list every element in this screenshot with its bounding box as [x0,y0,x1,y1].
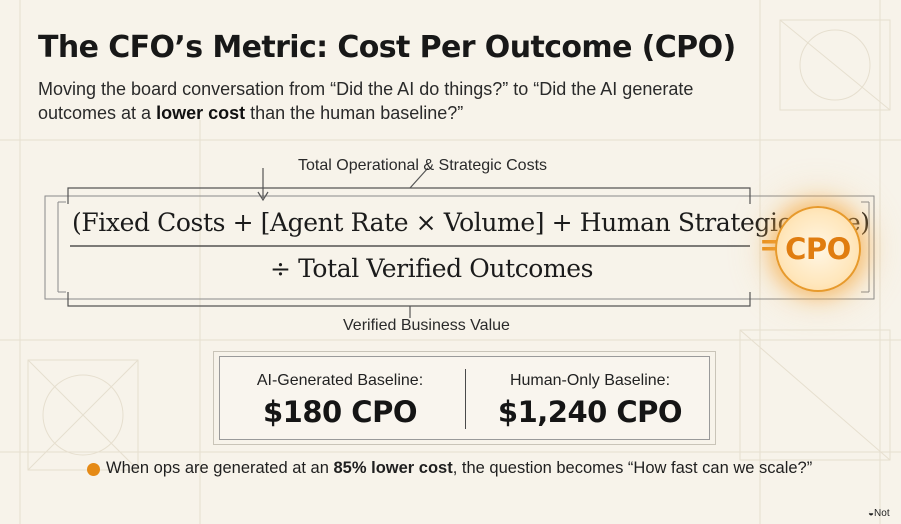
ai-baseline-value: $180 CPO [263,395,418,429]
baseline-divider [465,369,466,429]
cpo-result-circle: CPO [775,206,861,292]
bullet-statement: When ops are generated at an 85% lower c… [106,459,866,478]
watermark: ◒Not [868,508,890,519]
verified-value-label: Verified Business Value [343,317,510,334]
bullet-dot-icon [87,463,100,476]
page-subtitle: Moving the board conversation from “Did … [38,77,758,125]
cpo-result-text: CPO [785,232,851,266]
subtitle-emphasis: lower cost [156,103,246,123]
subtitle-text-end: than the human baseline?” [245,103,464,123]
formula-divisor: ÷ Total Verified Outcomes [270,254,594,283]
human-baseline-value: $1,240 CPO [497,395,683,429]
human-baseline: Human-Only Baseline: $1,240 CPO [470,371,710,429]
formula-numerator: (Fixed Costs + [Agent Rate × Volume] + H… [72,208,870,237]
watermark-text: Not [874,508,890,519]
baseline-comparison-box: AI-Generated Baseline: $180 CPO Human-On… [219,356,710,440]
bullet-text-end: , the question becomes “How fast can we … [452,459,813,477]
human-baseline-label: Human-Only Baseline: [509,372,671,389]
ai-baseline-label: AI-Generated Baseline: [256,372,424,389]
ai-baseline: AI-Generated Baseline: $180 CPO [220,371,460,429]
subtitle-text-start: Moving the board conversation from “Did … [38,79,694,123]
total-costs-label: Total Operational & Strategic Costs [298,157,548,174]
bullet-text-start: When ops are generated at an [106,459,334,477]
baseline-outer-frame [213,351,716,445]
watermark-icon: ◒ [868,508,875,519]
page-title: The CFO’s Metric: Cost Per Outcome (CPO) [38,30,736,65]
bullet-emphasis: 85% lower cost [333,459,453,477]
